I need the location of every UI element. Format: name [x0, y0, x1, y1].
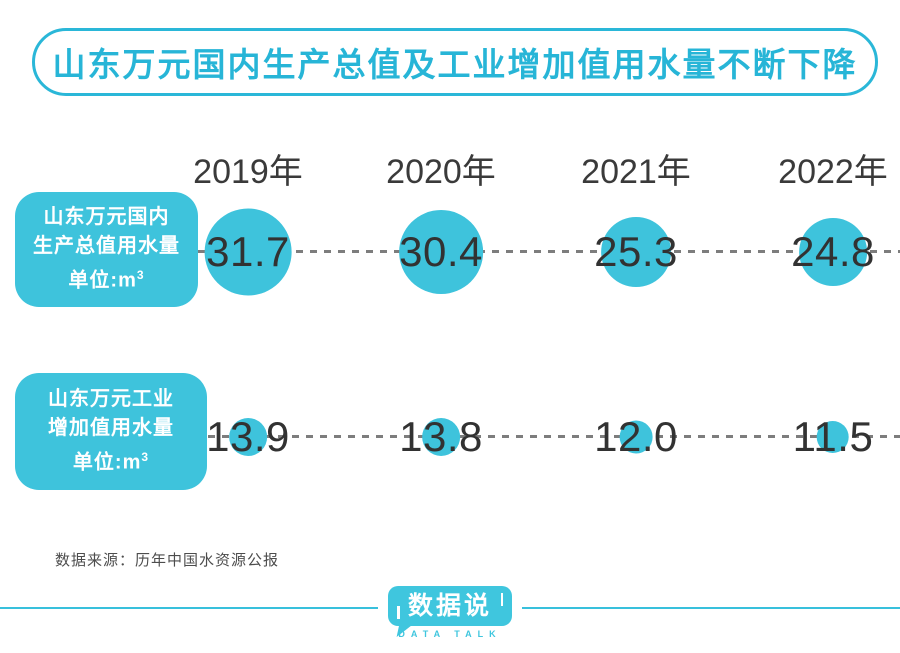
year-label-2019: 2019年: [193, 153, 303, 191]
row2-dashed-line: [208, 435, 900, 438]
year-label-2022: 2022年: [778, 153, 888, 191]
logo-subtitle: DATA TALK: [398, 629, 502, 639]
bubble-circle: [816, 421, 849, 453]
row1-unit-label: 单位:m3: [68, 268, 145, 292]
bubble-gdp-2021: 25.3: [594, 217, 678, 287]
row2-label-line1: 山东万元工业: [48, 388, 174, 411]
bubble-circle: [399, 210, 483, 294]
bubble-ind-2021: 12.0: [594, 413, 678, 461]
bubble-ind-2019: 13.9: [206, 413, 290, 461]
logo-bracket-right: [500, 593, 503, 606]
row1-legend-box: 山东万元国内 生产总值用水量 单位:m3: [15, 192, 198, 307]
logo-name: 数据说: [407, 592, 492, 620]
row1-dashed-line: [198, 250, 900, 253]
logo-bracket-left: [397, 606, 400, 619]
bubble-ind-2022: 11.5: [793, 413, 874, 461]
bubble-circle: [619, 420, 653, 454]
bubble-circle: [799, 218, 867, 286]
title-box: 山东万元国内生产总值及工业增加值用水量不断下降: [32, 28, 878, 96]
bubble-circle: [229, 418, 267, 456]
row2-label-line2: 增加值用水量: [48, 417, 174, 440]
bubble-value: 31.7: [206, 228, 290, 275]
bubble-gdp-2019: 31.7: [204, 208, 292, 296]
bubble-circle: [204, 208, 292, 296]
bubble-circle: [601, 217, 671, 287]
row1-label-line2: 生产总值用水量: [33, 235, 180, 258]
bubble-value: 13.8: [399, 413, 483, 460]
bubble-ind-2020: 13.8: [399, 413, 483, 461]
bubble-value: 11.5: [792, 413, 874, 460]
footer-divider-left: [0, 607, 378, 609]
data-source-note: 数据来源：历年中国水资源公报: [55, 552, 280, 569]
row1-label-line1: 山东万元国内: [43, 206, 170, 229]
year-label-2020: 2020年: [386, 153, 496, 191]
year-label-2021: 2021年: [581, 153, 691, 191]
row2-unit-label: 单位:m3: [72, 450, 150, 474]
bubble-gdp-2020: 30.4: [399, 210, 483, 294]
bubble-value: 24.8: [791, 228, 875, 275]
footer-divider-right: [522, 607, 900, 609]
bubble-circle: [422, 418, 460, 456]
bubble-value: 12.0: [594, 413, 678, 460]
bubble-gdp-2022: 24.8: [791, 218, 875, 286]
bubble-value: 25.3: [594, 228, 678, 275]
row2-legend-box: 山东万元工业 增加值用水量 单位:m3: [15, 373, 207, 490]
bubble-value: 13.9: [206, 413, 290, 460]
datatalk-logo: 数据说: [388, 586, 512, 637]
bubble-value: 30.4: [399, 228, 483, 275]
page-title: 山东万元国内生产总值及工业增加值用水量不断下降: [52, 46, 858, 83]
